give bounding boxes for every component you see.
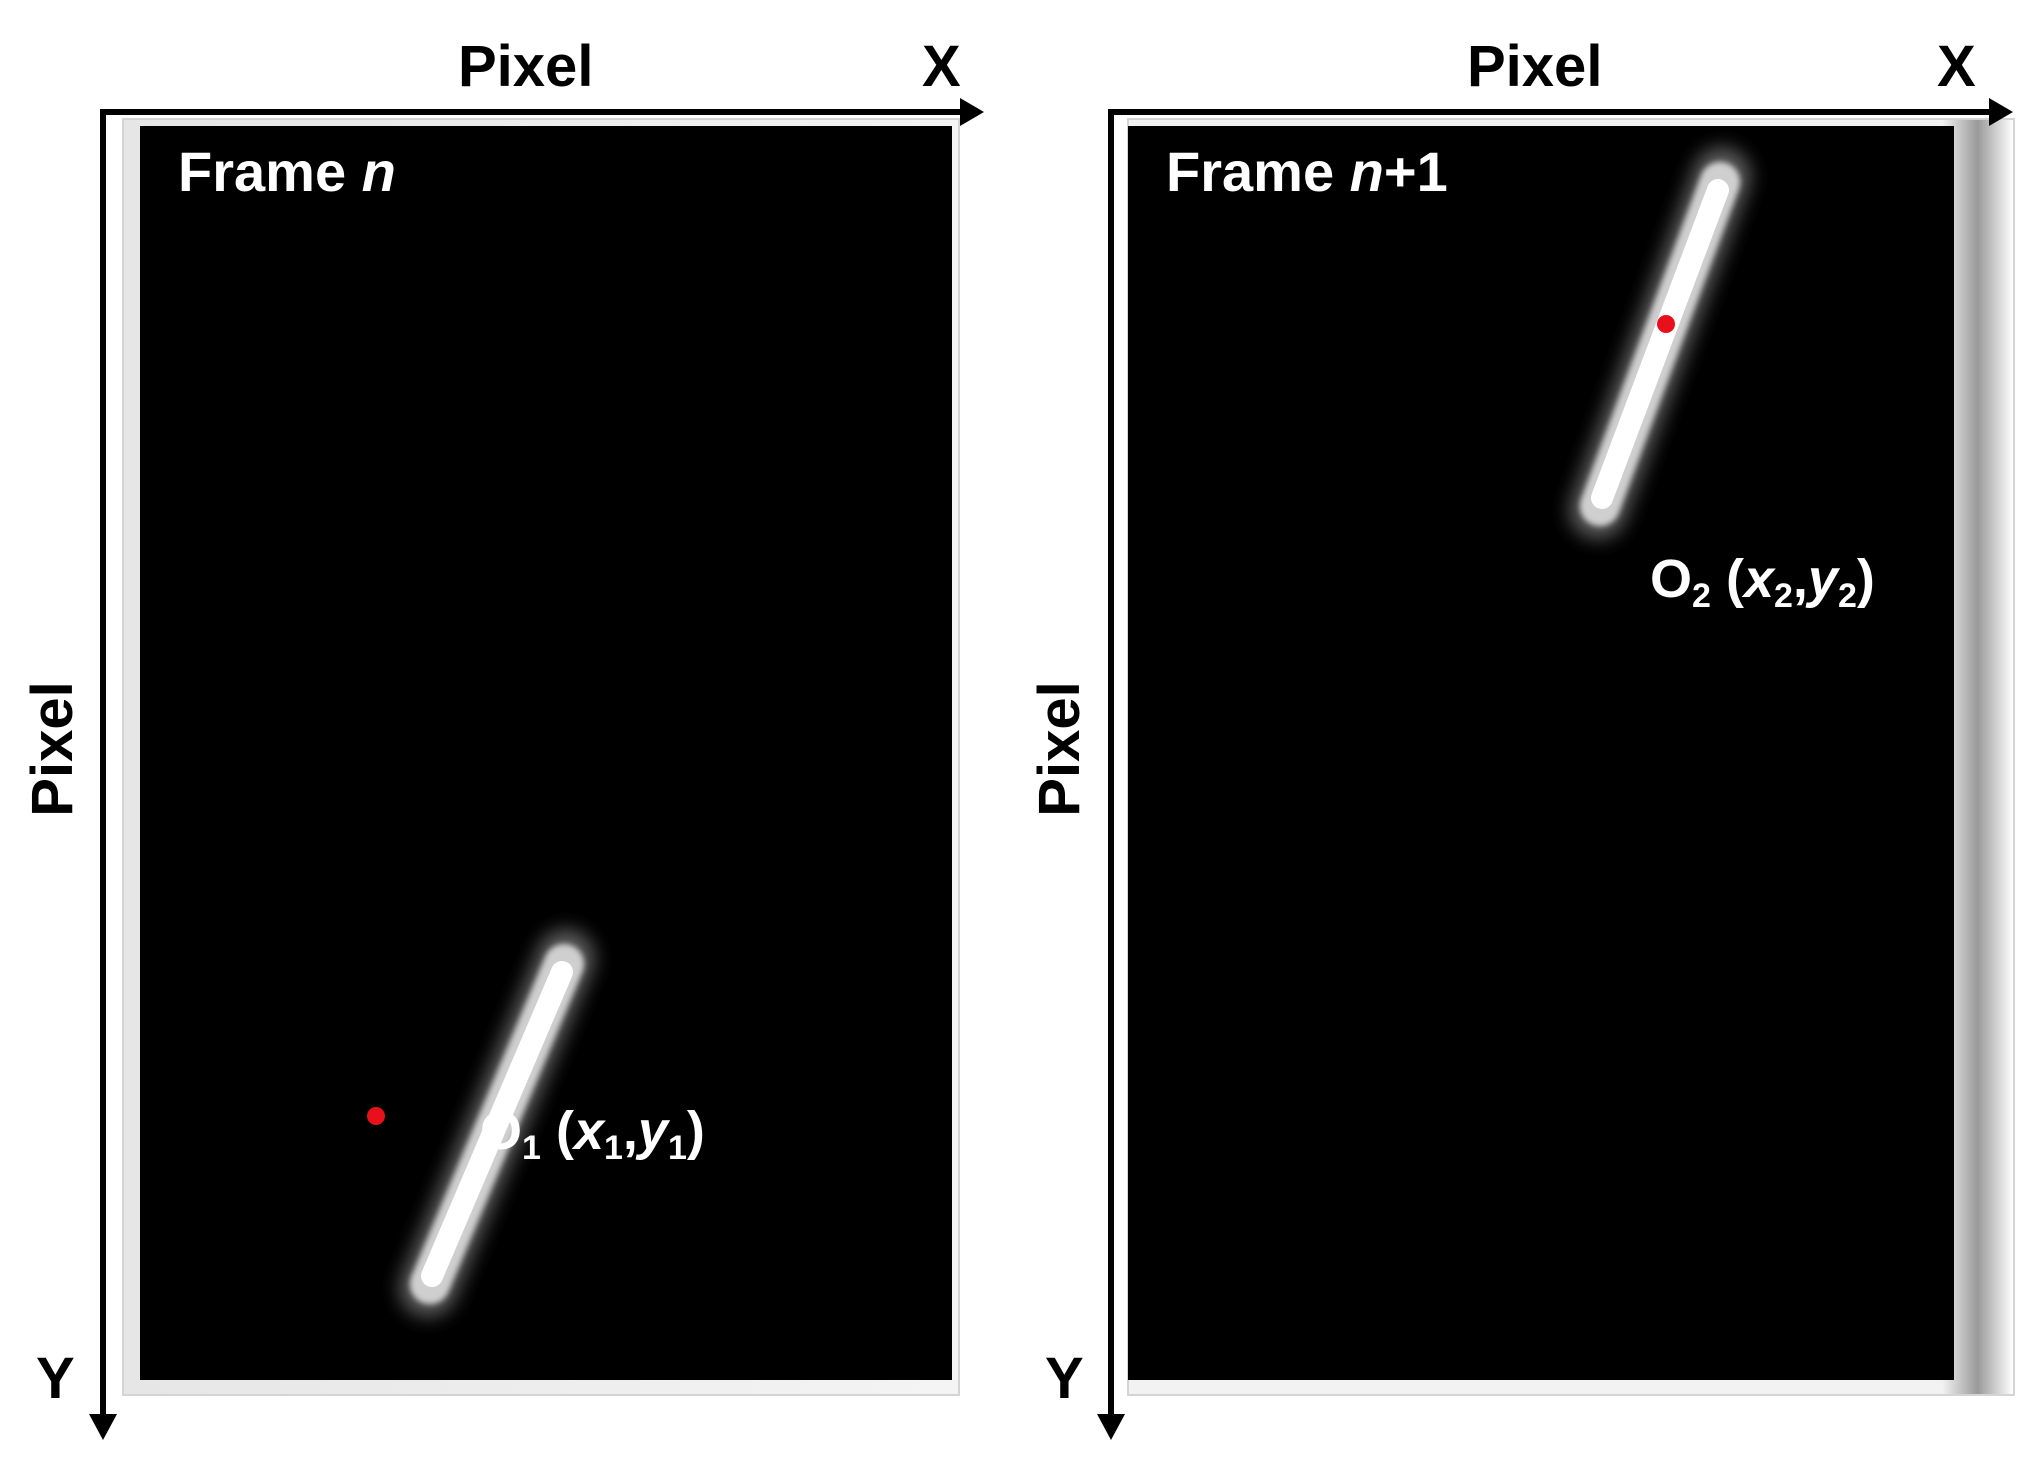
frame-n-label: Frame n xyxy=(178,140,396,203)
x-axis-arrowhead xyxy=(960,98,984,126)
y-axis-arrowhead xyxy=(1097,1414,1125,1440)
object-1-label: O1 (x1,y1) xyxy=(480,1101,705,1167)
y-axis-title: Pixel xyxy=(1027,681,1092,817)
object-2-blob xyxy=(1569,147,1751,539)
y-axis-arrowhead xyxy=(89,1414,117,1440)
frame-n-panel: Frame n O1 (x1,y1) Pixel X Pixel Y xyxy=(20,34,984,1440)
y-axis-letter: Y xyxy=(1045,1346,1084,1411)
object-1-blob xyxy=(367,929,595,1317)
frame-n-image: Frame n O1 (x1,y1) xyxy=(140,126,952,1380)
x-axis-title: Pixel xyxy=(1467,34,1603,99)
frame-n-plus-1-panel: Frame n+1 O2 (x2,y2) Pixel X Pixel Y xyxy=(1015,0,2030,1470)
object-2-label: O2 (x2,y2) xyxy=(1650,549,1875,615)
axes xyxy=(1097,98,2013,1440)
x-axis-title: Pixel xyxy=(458,34,594,99)
y-axis-letter: Y xyxy=(36,1346,75,1411)
frame-n-plus-1-image: Frame n+1 O2 (x2,y2) xyxy=(1128,126,1954,1380)
x-axis-letter: X xyxy=(1937,34,1976,99)
frame-n-plus-1-label: Frame n+1 xyxy=(1166,140,1448,203)
y-axis-title: Pixel xyxy=(20,681,85,817)
centroid-1-dot xyxy=(367,1107,385,1125)
centroid-2-dot xyxy=(1657,315,1675,333)
x-axis-arrowhead xyxy=(1989,98,2013,126)
axes xyxy=(89,98,984,1440)
x-axis-letter: X xyxy=(922,34,961,99)
